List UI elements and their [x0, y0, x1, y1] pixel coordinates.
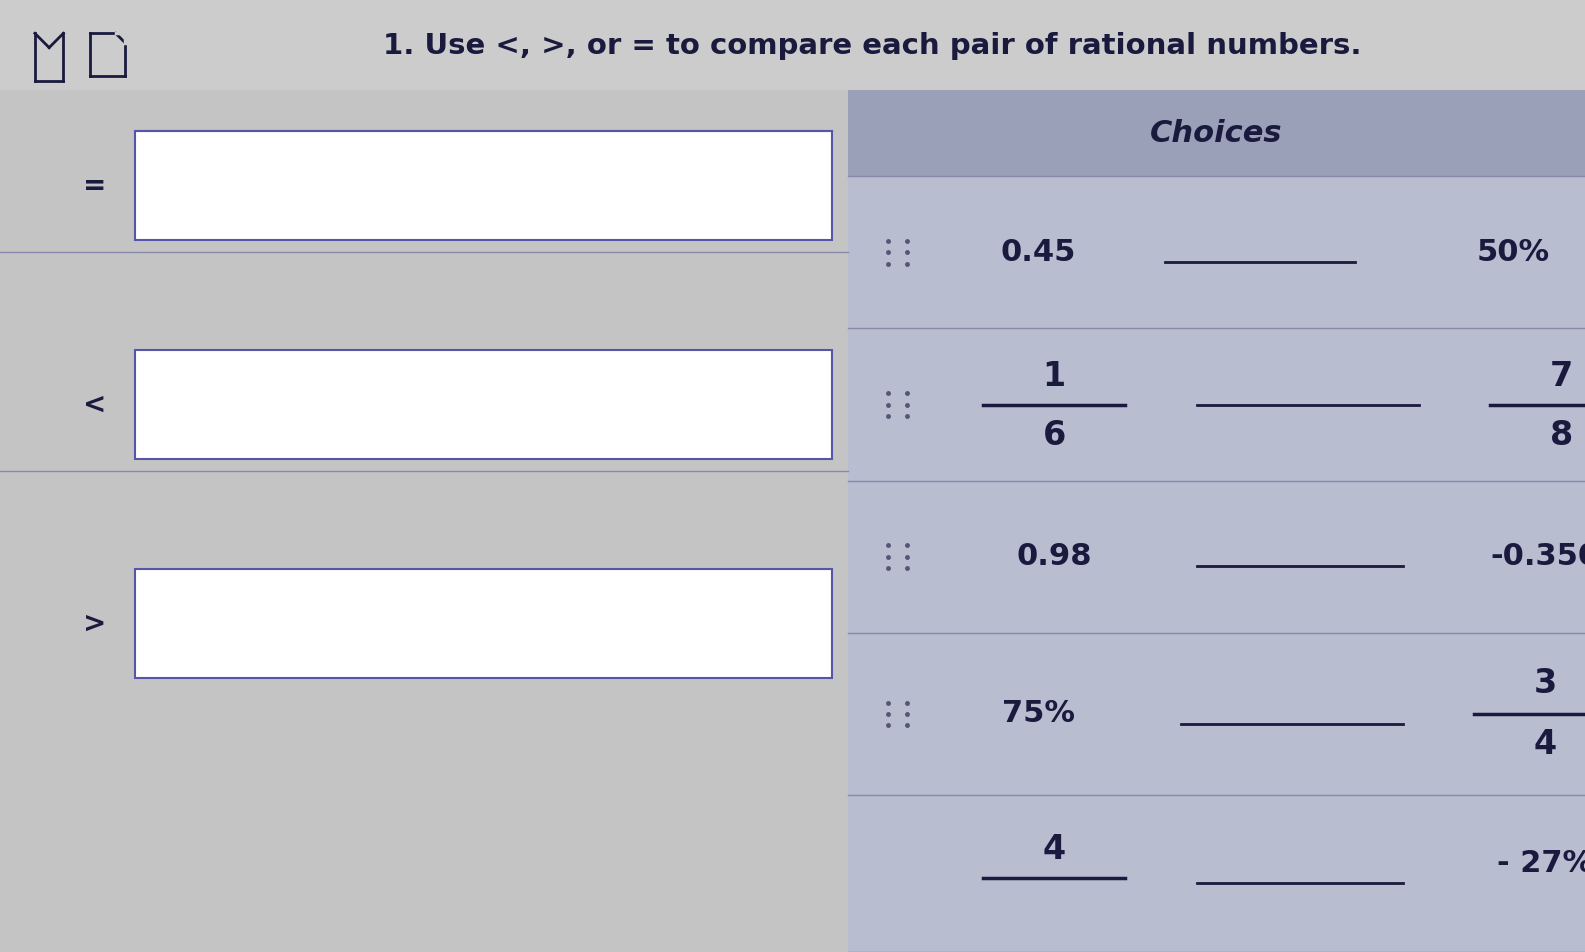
Text: -0.350: -0.350	[1491, 543, 1585, 571]
Text: =: =	[82, 171, 106, 200]
Text: - 27%: - 27%	[1498, 849, 1585, 879]
Text: 1: 1	[1043, 360, 1065, 392]
Bar	[135, 350, 832, 460]
Text: 7: 7	[1550, 360, 1572, 392]
Text: <: <	[82, 390, 106, 419]
Bar	[848, 90, 1585, 176]
Text: 0.98: 0.98	[1016, 543, 1092, 571]
Text: 6: 6	[1043, 419, 1065, 451]
Text: 50%: 50%	[1477, 238, 1550, 267]
Bar	[135, 569, 832, 678]
Bar	[0, 90, 848, 952]
Text: 4: 4	[1534, 728, 1556, 761]
Text: 75%: 75%	[1002, 700, 1075, 728]
Bar	[135, 131, 832, 241]
Text: 3: 3	[1534, 667, 1556, 700]
Text: 1. Use <, >, or = to compare each pair of rational numbers.: 1. Use <, >, or = to compare each pair o…	[382, 31, 1362, 60]
Text: >: >	[82, 609, 106, 638]
Text: Choices: Choices	[1151, 119, 1282, 148]
Bar	[0, 0, 1585, 90]
Text: 0.45: 0.45	[1000, 238, 1076, 267]
Text: 4: 4	[1043, 833, 1065, 866]
Bar	[848, 90, 1585, 952]
Text: 8: 8	[1550, 419, 1572, 451]
